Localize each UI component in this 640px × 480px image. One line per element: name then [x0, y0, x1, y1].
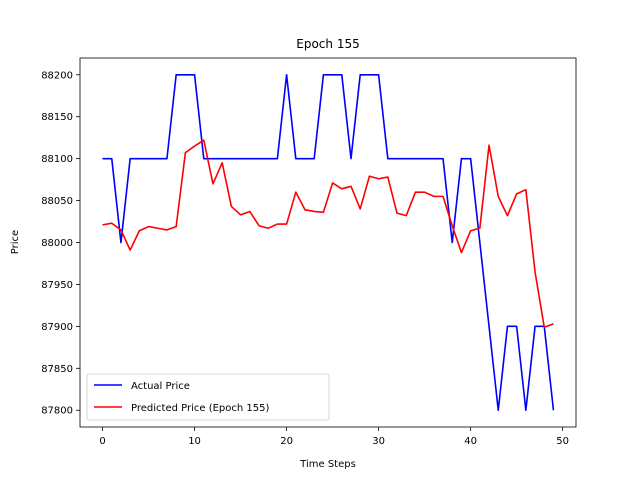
x-axis-title: Time Steps: [299, 459, 356, 470]
y-tick-label: 88150: [41, 112, 73, 123]
y-axis-title: Price: [10, 230, 21, 254]
legend-label-predicted: Predicted Price (Epoch 155): [131, 403, 269, 414]
x-tick-label: 30: [372, 436, 385, 447]
plot-frame: [79, 57, 577, 428]
y-tick-label: 88200: [41, 70, 73, 81]
legend-box: [86, 373, 330, 421]
plot-area: [102, 73, 555, 412]
y-tick-label: 87850: [41, 364, 73, 375]
y-tick-label: 88100: [41, 154, 73, 165]
x-tick-label: 10: [188, 436, 201, 447]
y-tick-label: 88050: [41, 196, 73, 207]
series-line-actual-price: [102, 73, 555, 412]
x-axis: 0 10 20 30 40 50: [99, 427, 569, 447]
x-tick-label: 0: [99, 436, 105, 447]
y-tick-label: 87800: [41, 406, 73, 417]
series-line-predicted-price: [102, 139, 554, 329]
x-tick-label: 20: [280, 436, 293, 447]
y-tick-label: 87900: [41, 322, 73, 333]
legend-label-actual: Actual Price: [131, 381, 190, 392]
legend: Actual Price Predicted Price (Epoch 155): [86, 373, 330, 421]
y-tick-label: 88000: [41, 238, 73, 249]
x-tick-label: 50: [556, 436, 569, 447]
x-tick-label: 40: [464, 436, 477, 447]
y-tick-label: 87950: [41, 280, 73, 291]
chart-title: Epoch 155: [296, 37, 359, 51]
y-axis: 87800 87850 87900 87950 88000 88050 88100 88150…: [41, 70, 80, 417]
